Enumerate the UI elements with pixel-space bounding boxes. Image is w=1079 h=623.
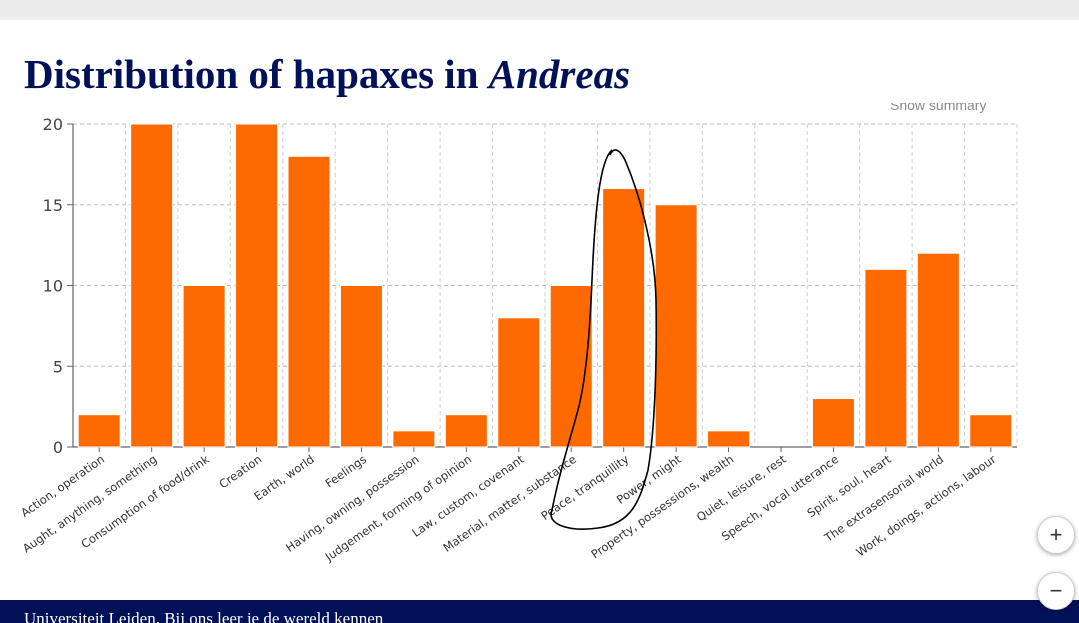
bar[interactable]	[235, 123, 279, 448]
show-summary-text: Show summary	[890, 103, 987, 113]
hand-drawn-annotation	[550, 149, 658, 530]
bar[interactable]	[497, 317, 541, 448]
y-tick-label: 20	[43, 115, 63, 134]
bar[interactable]	[864, 268, 908, 448]
x-tick-label: Peace, tranquillity	[538, 452, 631, 523]
bar[interactable]	[916, 252, 960, 448]
bar[interactable]	[654, 204, 698, 448]
x-tick-label: Quiet, leisure, rest	[694, 452, 789, 525]
bar[interactable]	[182, 285, 226, 448]
y-tick-label: 10	[43, 277, 63, 296]
bar[interactable]	[392, 430, 436, 448]
bar[interactable]	[707, 430, 751, 448]
bar[interactable]	[339, 285, 383, 448]
bar[interactable]	[811, 398, 855, 448]
bar[interactable]	[287, 155, 331, 448]
title-main: Distribution of hapaxes in	[24, 51, 479, 97]
chart-bars	[77, 123, 1013, 448]
zoom-out-icon: −	[1049, 578, 1063, 603]
bar[interactable]	[130, 123, 174, 448]
y-tick-label: 15	[43, 196, 63, 215]
title-italic: Andreas	[488, 51, 631, 97]
zoom-in-icon: +	[1049, 522, 1063, 547]
chart-grid	[72, 123, 1018, 447]
x-tick-label: Creation	[216, 452, 264, 491]
bar[interactable]	[969, 414, 1013, 448]
show-summary-link[interactable]: Show summary	[890, 103, 1030, 119]
footer-text: Universiteit Leiden. Bij ons leer je de …	[24, 609, 384, 623]
y-axis-labels: 0 5 10 15 20	[43, 115, 63, 457]
footer-bar: Universiteit Leiden. Bij ons leer je de …	[0, 600, 1079, 623]
x-tick-label: Action, operation	[18, 452, 107, 520]
bar[interactable]	[602, 188, 646, 448]
zoom-in-button[interactable]: +	[1037, 516, 1075, 554]
bar[interactable]	[444, 414, 488, 448]
bar[interactable]	[77, 414, 121, 448]
y-tick-label: 0	[53, 438, 63, 457]
x-tick-label: Feelings	[323, 452, 370, 490]
slide-title: Distribution of hapaxes in Andreas	[24, 50, 630, 98]
y-tick-label: 5	[53, 357, 63, 376]
zoom-out-button[interactable]: −	[1037, 572, 1075, 610]
browser-top-strip	[0, 0, 1079, 20]
chart-axes	[67, 123, 1017, 452]
